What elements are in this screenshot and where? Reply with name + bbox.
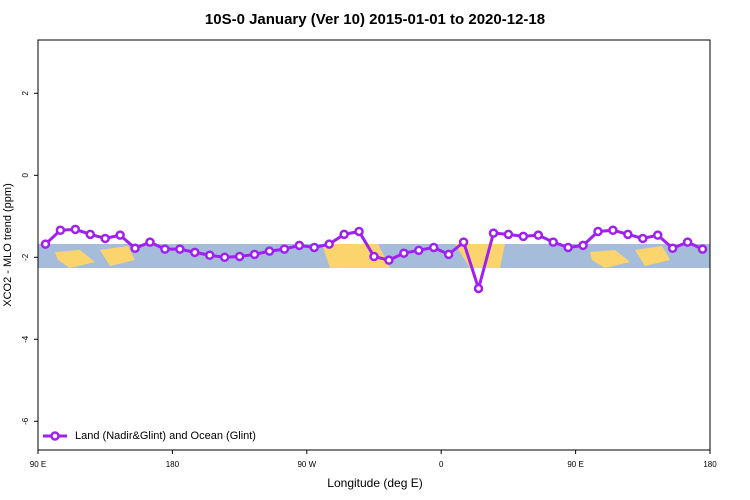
x-axis-label: Longitude (deg E) [327,476,422,490]
data-point [249,249,260,260]
data-point [384,255,394,265]
data-point [190,247,200,258]
data-point [682,237,693,247]
x-tick-label: 180 [166,460,180,469]
data-point [324,239,334,249]
data-point [115,230,125,240]
data-point [234,251,245,262]
data-point [294,240,305,251]
land [322,244,390,268]
data-point [175,244,185,254]
data-point [414,245,424,256]
x-tick-label: 90 E [567,460,583,469]
data-point [369,251,379,262]
data-point [548,237,558,247]
y-tick-label: -2 [21,253,30,261]
data-point [219,252,230,263]
data-point [55,225,66,235]
land [590,246,670,268]
data-point [638,233,648,244]
data-point [100,233,110,244]
data-point [428,242,439,253]
data-point [309,242,320,253]
data-point [399,248,409,258]
data-point [608,225,618,235]
land [55,246,135,268]
map-background [38,244,710,268]
data-point [578,240,588,251]
data-point [264,246,275,256]
data-point [145,237,155,247]
data-point [623,229,633,240]
data-point [667,243,678,254]
data-point [518,231,529,242]
data-point [503,229,514,240]
y-tick-label: 0 [21,173,30,178]
y-tick-label: -6 [21,417,30,425]
data-point [204,250,215,260]
data-point [488,228,499,238]
data-point [563,242,573,253]
data-point [339,229,349,240]
x-tick-label: 90 E [30,460,46,469]
data-point [85,229,96,240]
data-point [593,226,603,237]
legend-marker [50,431,60,441]
x-tick-label: 0 [439,460,444,469]
data-point [652,230,663,240]
data-point [443,249,454,260]
data-point [697,244,708,254]
y-tick-label: 2 [21,91,30,96]
data-point [70,224,81,235]
data-point [533,230,544,240]
data-point [279,244,290,254]
y-axis-label: XCO2 - MLO trend (ppm) [2,183,14,306]
x-tick-label: 90 W [297,460,316,469]
data-point [130,243,140,254]
data-point [473,283,484,294]
x-tick-label: 180 [703,460,717,469]
data-point [160,244,170,254]
data-point [40,239,51,249]
plot-frame [37,39,711,451]
chart-title: 10S-0 January (Ver 10) 2015-01-01 to 202… [205,11,545,28]
data-point [354,226,364,237]
y-tick-label: -4 [21,335,30,343]
data-point [458,237,469,247]
legend-label: Land (Nadir&Glint) and Ocean (Glint) [75,430,256,442]
